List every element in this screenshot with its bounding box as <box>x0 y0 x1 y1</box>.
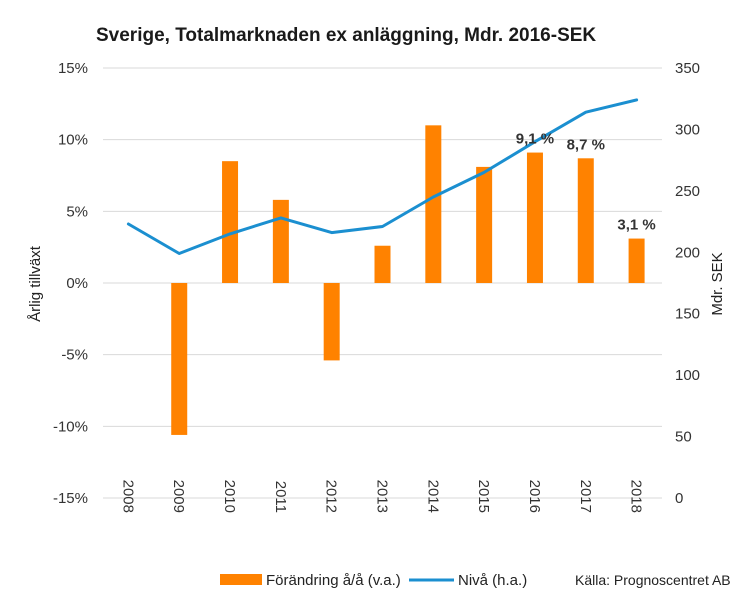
bar <box>425 125 442 283</box>
source-note: Källa: Prognoscentret AB <box>575 572 731 588</box>
legend-bar-label: Förändring å/å (v.a.) <box>266 572 401 589</box>
left-tick-label: 5% <box>66 203 88 220</box>
data-labels: 9,1 % 8,7 % 3,1 % <box>516 131 656 234</box>
x-tick-label: 2012 <box>323 480 340 513</box>
bar <box>628 238 645 283</box>
line-series <box>126 98 639 255</box>
right-axis-ticks: 0 50 100 150 200 250 300 350 <box>675 60 700 507</box>
bar-series <box>171 125 645 435</box>
x-tick-label: 2013 <box>374 480 391 513</box>
x-tick-label: 2010 <box>221 480 238 513</box>
right-tick-label: 0 <box>675 490 683 507</box>
right-tick-label: 350 <box>675 60 700 77</box>
bar <box>272 199 289 283</box>
x-tick-label: 2018 <box>628 480 645 513</box>
right-tick-label: 50 <box>675 429 692 446</box>
nivå-line <box>126 98 639 255</box>
right-tick-label: 300 <box>675 121 700 138</box>
right-tick-label: 100 <box>675 367 700 384</box>
x-tick-label: 2017 <box>577 480 594 513</box>
right-tick-label: 150 <box>675 306 700 323</box>
right-tick-label: 250 <box>675 183 700 200</box>
data-label: 8,7 % <box>567 136 605 153</box>
right-axis-title: Mdr. SEK <box>709 252 726 315</box>
chart-title: Sverige, Totalmarknaden ex anläggning, M… <box>96 25 596 46</box>
x-tick-label: 2014 <box>424 480 441 513</box>
bar <box>526 152 543 283</box>
legend-line-label: Nivå (h.a.) <box>458 572 527 589</box>
bar <box>171 283 188 435</box>
bar <box>222 161 239 283</box>
left-tick-label: 10% <box>58 132 88 149</box>
left-tick-label: -10% <box>53 418 88 435</box>
bar <box>374 245 391 283</box>
x-tick-label: 2016 <box>526 480 543 513</box>
data-label: 3,1 % <box>617 217 655 234</box>
x-tick-label: 2011 <box>272 481 289 513</box>
gridlines <box>103 67 662 499</box>
bar <box>577 158 594 283</box>
bar <box>323 283 340 361</box>
data-label: 9,1 % <box>516 131 554 148</box>
x-tick-label: 2008 <box>119 480 136 513</box>
left-axis-ticks: -15% -10% -5% 0% 5% 10% 15% <box>53 60 88 507</box>
left-axis-title: Årlig tillväxt <box>27 245 44 322</box>
legend-bar-swatch <box>220 574 262 585</box>
left-tick-label: -5% <box>61 347 88 364</box>
left-tick-label: 15% <box>58 60 88 77</box>
right-tick-label: 200 <box>675 244 700 261</box>
x-axis-ticks: 2008 2009 2010 2011 2012 2013 2014 2015 2016 2017… <box>119 480 644 513</box>
x-tick-label: 2009 <box>170 480 187 513</box>
x-tick-label: 2015 <box>475 480 492 513</box>
bar <box>476 166 493 283</box>
legend: Förändring å/å (v.a.) Nivå (h.a.) <box>220 572 527 589</box>
left-tick-label: 0% <box>66 275 88 292</box>
left-tick-label: -15% <box>53 490 88 507</box>
